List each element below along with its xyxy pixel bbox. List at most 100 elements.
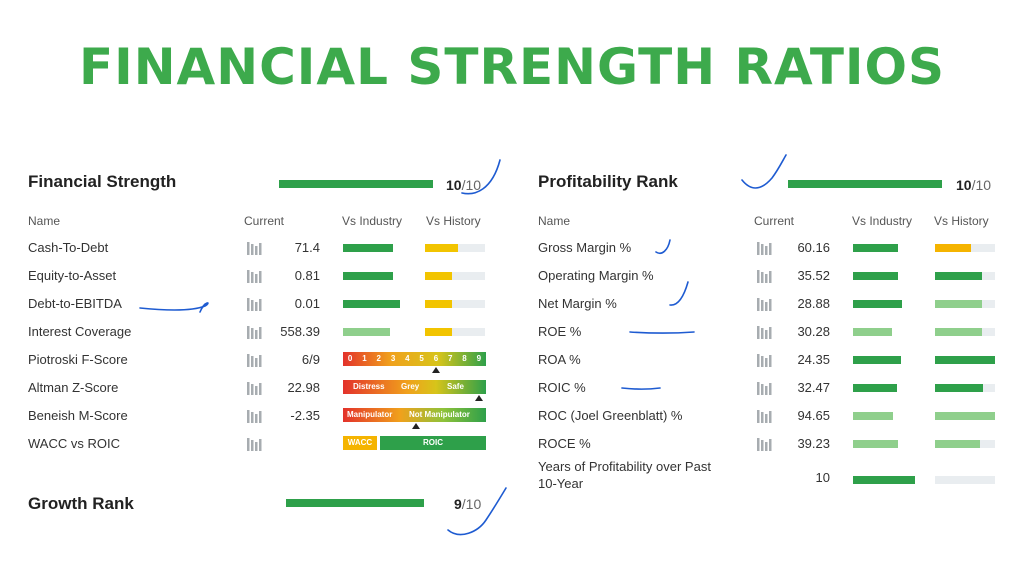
table-row: Beneish M-Score -2.35 Manipulator Not Manip… bbox=[26, 406, 496, 429]
sparkline-icon bbox=[246, 269, 266, 283]
altman-marker bbox=[475, 395, 483, 401]
metric-current-value: 39.23 bbox=[797, 436, 830, 451]
sparkline-icon bbox=[756, 353, 776, 367]
profitability-score: 10/10 bbox=[956, 177, 992, 193]
altman-zone-label: Distress bbox=[353, 382, 385, 391]
sparkline-icon bbox=[246, 437, 266, 451]
metric-name: ROC (Joel Greenblatt) % bbox=[538, 408, 683, 423]
metric-name: Operating Margin % bbox=[538, 268, 654, 283]
table-row: Cash-To-Debt 71.4 bbox=[26, 238, 496, 258]
vs-history-track bbox=[425, 328, 485, 336]
vs-industry-bar bbox=[343, 300, 400, 308]
beneish-zone-bar: Manipulator Not Manipulator bbox=[343, 408, 486, 422]
table-row: Piotroski F-Score 6/9 0 1 2 3 4 5 6 7 8 9 bbox=[26, 350, 496, 373]
fscore-tick: 8 bbox=[462, 354, 467, 363]
vs-history-bar bbox=[935, 384, 983, 392]
vs-industry-bar bbox=[853, 244, 898, 252]
fscore-tick: 4 bbox=[405, 354, 410, 363]
wacc-bar: WACC bbox=[343, 436, 377, 450]
financial-strength-score: 10/10 bbox=[446, 177, 482, 193]
altman-zone-bar: Distress Grey Safe bbox=[343, 380, 486, 394]
table-row: ROC (Joel Greenblatt) % 94.65 bbox=[536, 406, 1006, 426]
metric-name: Equity-to-Asset bbox=[28, 268, 117, 283]
metric-name: ROE % bbox=[538, 324, 582, 339]
metric-name: Cash-To-Debt bbox=[28, 240, 109, 255]
sparkline-icon bbox=[756, 437, 776, 451]
metric-current-value: 28.88 bbox=[797, 296, 830, 311]
col-vs-industry-header: Vs Industry bbox=[342, 214, 403, 228]
sparkline-icon bbox=[756, 297, 776, 311]
table-row: ROIC % 32.47 bbox=[536, 378, 1006, 398]
sparkline-icon bbox=[756, 381, 776, 395]
table-row: Operating Margin % 35.52 bbox=[536, 266, 1006, 286]
beneish-zone-label: Manipulator bbox=[347, 410, 393, 419]
metric-current-value: 22.98 bbox=[287, 380, 320, 395]
vs-industry-bar bbox=[853, 440, 898, 448]
table-row: WACC vs ROIC WACC ROIC bbox=[26, 434, 496, 454]
growth-rank-score: 9/10 bbox=[454, 496, 482, 512]
metric-current-value: 60.16 bbox=[797, 240, 830, 255]
vs-industry-bar bbox=[853, 300, 902, 308]
metric-current-value: 71.4 bbox=[294, 240, 320, 255]
beneish-zone-label: Not Manipulator bbox=[409, 410, 470, 419]
metric-current-value: 94.65 bbox=[797, 408, 830, 423]
fscore-marker bbox=[431, 367, 440, 373]
vs-history-bar bbox=[425, 244, 458, 252]
col-current-header: Current bbox=[754, 214, 795, 228]
metric-name: Debt-to-EBITDA bbox=[28, 296, 122, 311]
fscore-tick: 9 bbox=[476, 354, 482, 363]
fscore-tick: 3 bbox=[390, 354, 396, 363]
metric-current-value: 10 bbox=[815, 470, 830, 485]
sparkline-icon bbox=[246, 297, 266, 311]
fscore-tick: 1 bbox=[362, 354, 367, 363]
vs-industry-bar bbox=[853, 476, 915, 484]
metric-name: ROCE % bbox=[538, 436, 591, 451]
metric-current-value: 24.35 bbox=[797, 352, 830, 367]
checkmark-icon bbox=[741, 154, 787, 189]
vs-history-bar bbox=[425, 272, 452, 280]
roic-bar: ROIC bbox=[380, 436, 486, 450]
fscore-tick: 6 bbox=[433, 354, 439, 363]
altman-zone-label: Safe bbox=[447, 382, 464, 391]
metric-current-value: 558.39 bbox=[280, 324, 320, 339]
page-title: FINANCIAL STRENGTH RATIOS bbox=[78, 38, 946, 96]
metric-name: ROA % bbox=[538, 352, 581, 367]
metric-current-value: -2.35 bbox=[290, 408, 320, 423]
vs-history-track bbox=[425, 300, 485, 308]
col-vs-industry-header: Vs Industry bbox=[852, 214, 913, 228]
col-name-header: Name bbox=[28, 214, 61, 228]
col-name-header: Name bbox=[538, 214, 571, 228]
metric-current-value: 30.28 bbox=[797, 324, 830, 339]
table-row: Interest Coverage 558.39 bbox=[26, 322, 496, 342]
vs-industry-bar bbox=[853, 272, 898, 280]
metric-current-value: 32.47 bbox=[797, 380, 830, 395]
vs-history-bar bbox=[935, 328, 982, 336]
sparkline-icon bbox=[756, 269, 776, 283]
profitability-rank-title: Profitability Rank bbox=[538, 172, 678, 191]
metric-current-value: 6/9 bbox=[301, 352, 320, 367]
metric-name: WACC vs ROIC bbox=[28, 436, 120, 451]
table-row: Gross Margin % 60.16 bbox=[536, 238, 1006, 258]
vs-industry-bar bbox=[853, 384, 897, 392]
altman-zone-label: Grey bbox=[401, 382, 420, 391]
metric-name: Piotroski F-Score bbox=[28, 352, 128, 367]
fscore-tick: 5 bbox=[419, 354, 424, 363]
sparkline-icon bbox=[246, 381, 266, 395]
vs-history-bar bbox=[935, 356, 995, 364]
table-row: Debt-to-EBITDA 0.01 bbox=[26, 294, 496, 314]
metric-name: Years of Profitability over Past 10-Year bbox=[538, 459, 711, 491]
metric-current-value: 35.52 bbox=[797, 268, 830, 283]
fscore-tick: 7 bbox=[448, 354, 453, 363]
vs-history-bar bbox=[425, 300, 452, 308]
metric-current-value: 0.81 bbox=[294, 268, 320, 283]
sparkline-icon bbox=[246, 325, 266, 339]
fscore-tick: 0 bbox=[347, 354, 353, 363]
metric-name: Net Margin % bbox=[538, 296, 617, 311]
vs-industry-bar bbox=[853, 356, 901, 364]
sparkline-icon bbox=[756, 409, 776, 423]
financial-strength-rank-bar bbox=[279, 180, 433, 188]
vs-industry-bar bbox=[853, 412, 893, 420]
beneish-marker bbox=[412, 423, 420, 429]
financial-strength-title: Financial Strength bbox=[28, 172, 177, 191]
